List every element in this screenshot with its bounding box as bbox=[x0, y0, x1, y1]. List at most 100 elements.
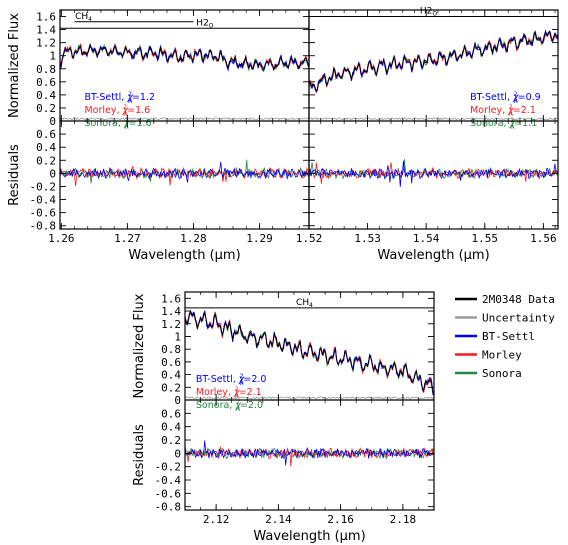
y-tick-label: 1.2 bbox=[161, 318, 181, 331]
chi2-symbol: χ bbox=[234, 400, 241, 411]
x-tick-label: 2.16 bbox=[327, 513, 354, 526]
chi2-label: BT-Settl, χR2=2.0 bbox=[196, 373, 267, 387]
data-line bbox=[308, 30, 559, 93]
data-line bbox=[184, 309, 435, 394]
chi2-value: =1.6 bbox=[129, 118, 152, 129]
btsettl-model-line bbox=[59, 43, 309, 72]
chi2-label: Morley, χR2=1.6 bbox=[84, 104, 150, 118]
y-tick-label: 0.4 bbox=[161, 369, 181, 382]
legend-label: Sonora bbox=[482, 367, 522, 380]
feature-label: CH4 bbox=[296, 298, 313, 309]
legend-label: BT-Settl bbox=[482, 330, 535, 343]
y-tick-label: 0 bbox=[174, 394, 181, 407]
y-tick-label: 1.4 bbox=[36, 24, 56, 37]
feature-label: CH4 bbox=[75, 12, 92, 23]
chi2-sub: R bbox=[128, 98, 132, 105]
chi2-value: =2.0 bbox=[240, 400, 263, 411]
chi2-symbol: χ bbox=[126, 92, 133, 103]
chi2-sup: 2 bbox=[123, 104, 127, 111]
y-axis-label-top: Normalized Flux bbox=[132, 293, 147, 398]
y-tick-label: 0.6 bbox=[36, 128, 56, 141]
y-tick-label: 0.2 bbox=[161, 381, 181, 394]
y-tick-label: 0.4 bbox=[36, 141, 56, 154]
y-tick-label: 1 bbox=[174, 330, 181, 343]
feature-subscript: 4 bbox=[309, 302, 313, 309]
legend: 2M0348 Data Uncertainty BT-Settl Morley Sono… bbox=[455, 293, 555, 380]
chi2-sub: R bbox=[235, 393, 239, 400]
chi2-symbol: χ bbox=[507, 105, 514, 116]
chi2-sup: 2 bbox=[128, 91, 132, 98]
x-tick-label: 1.56 bbox=[530, 232, 557, 245]
y-tick-label: 0 bbox=[49, 167, 56, 180]
y-tick-label: 0.8 bbox=[161, 343, 181, 356]
y-tick-label: -0.2 bbox=[155, 461, 182, 474]
chi2-value: =1.2 bbox=[132, 92, 155, 103]
y-tick-label: -0.8 bbox=[30, 220, 57, 233]
y-tick-label: 0.2 bbox=[36, 102, 56, 115]
y-tick-label: 1.4 bbox=[161, 305, 181, 318]
uncertainty-line bbox=[308, 117, 559, 121]
y-tick-label: 0.8 bbox=[36, 63, 56, 76]
x-tick-label: 1.28 bbox=[180, 232, 207, 245]
chi2-sup: 2 bbox=[509, 104, 513, 111]
y-tick-label: -0.4 bbox=[155, 474, 182, 487]
chi2-symbol: χ bbox=[238, 374, 245, 385]
y-tick-label: -0.4 bbox=[30, 194, 57, 207]
x-tick-label: 1.54 bbox=[413, 232, 440, 245]
chi2-sub: R bbox=[239, 380, 243, 387]
btsettl-residual-line bbox=[308, 160, 559, 187]
chi2-value: =0.9 bbox=[518, 92, 541, 103]
y-tick-label: 1.6 bbox=[161, 292, 181, 305]
y-tick-label: 1 bbox=[49, 50, 56, 63]
chi2-sup: 2 bbox=[236, 399, 240, 406]
x-tick-label: 1.52 bbox=[296, 232, 323, 245]
y-tick-label: -0.2 bbox=[30, 180, 57, 193]
chi2-value: =1.1 bbox=[514, 118, 537, 129]
legend-label: Morley bbox=[482, 349, 522, 362]
chi2-label: Sonora, χR2=1.6 bbox=[84, 117, 151, 131]
feature-label: H2O bbox=[420, 7, 438, 18]
chi2-value: =2.1 bbox=[239, 387, 262, 398]
chi2-sub: R bbox=[509, 111, 513, 118]
chi2-label: Sonora, χR2=1.1 bbox=[470, 117, 537, 131]
chi2-sub: R bbox=[514, 98, 518, 105]
y-axis-label-bottom: Residuals bbox=[132, 424, 147, 486]
btsettl-residual-line bbox=[59, 161, 310, 183]
chi2-label: Morley, χR2=2.1 bbox=[196, 386, 262, 400]
y-tick-label: -0.6 bbox=[155, 487, 182, 500]
chi2-sup: 2 bbox=[240, 373, 244, 380]
y-tick-label: 0.2 bbox=[161, 434, 181, 447]
chi2-symbol: χ bbox=[509, 118, 516, 129]
feature-subscript: O bbox=[432, 11, 437, 18]
x-axis-label: Wavelength (μm) bbox=[253, 529, 365, 544]
y-tick-label: 0.6 bbox=[161, 407, 181, 420]
chi2-label: BT-Settl, χR2=0.9 bbox=[470, 91, 541, 105]
x-tick-label: 2.12 bbox=[203, 513, 230, 526]
x-tick-label: 1.26 bbox=[48, 232, 75, 245]
chi2-label: Sonora, χR2=2.0 bbox=[196, 399, 263, 413]
x-axis-label: Wavelength (μm) bbox=[128, 248, 240, 263]
y-axis-label-bottom: Residuals bbox=[7, 144, 22, 206]
chi2-label: BT-Settl, χR2=1.2 bbox=[84, 91, 155, 105]
y-tick-label: 1.6 bbox=[36, 11, 56, 24]
y-tick-label: 0 bbox=[49, 115, 56, 128]
x-tick-label: 1.29 bbox=[246, 232, 273, 245]
x-tick-label: 2.18 bbox=[390, 513, 417, 526]
chi2-sub: R bbox=[123, 111, 127, 118]
x-tick-label: 2.14 bbox=[265, 513, 292, 526]
legend-label: 2M0348 Data bbox=[482, 293, 555, 306]
chi2-symbol: χ bbox=[123, 118, 130, 129]
chi2-symbol: χ bbox=[122, 105, 129, 116]
y-tick-label: -0.8 bbox=[155, 501, 182, 514]
y-axis-label-top: Normalized Flux bbox=[7, 13, 22, 118]
sonora-model-line bbox=[59, 42, 310, 73]
y-tick-label: 0.4 bbox=[161, 421, 181, 434]
legend-label: Uncertainty bbox=[482, 312, 555, 325]
chi2-symbol: χ bbox=[512, 92, 519, 103]
chi2-sub: R bbox=[236, 406, 240, 413]
data-line bbox=[59, 42, 310, 71]
chi2-sup: 2 bbox=[514, 91, 518, 98]
